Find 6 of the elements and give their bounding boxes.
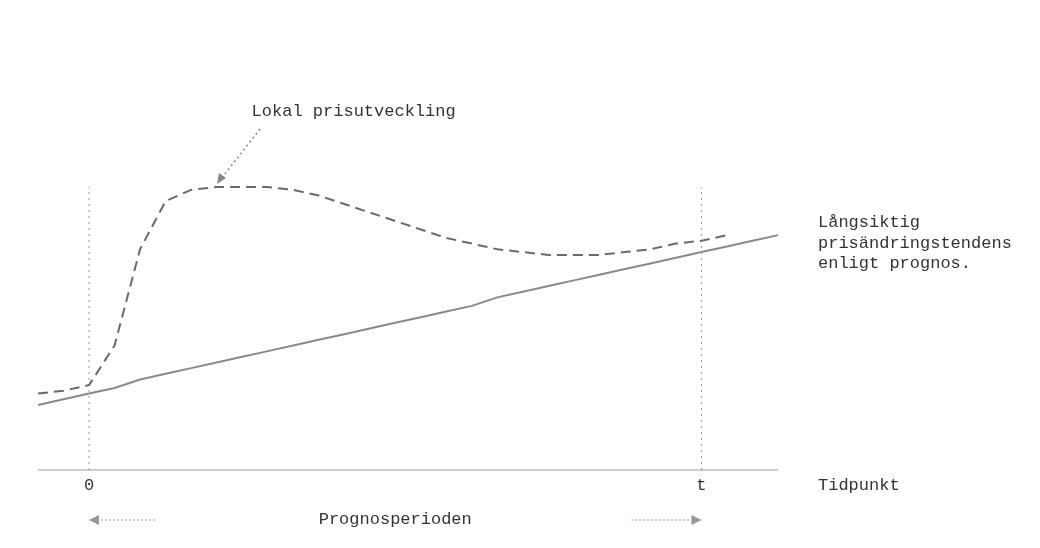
text: Långsiktig prisändringstendens enligt prognos. [818,213,1013,275]
text: Prognosperioden [317,510,473,529]
text: Lokal prisutveckling [251,102,456,121]
x-axis-title: Tidpunkt [818,476,900,495]
x-tick-label: 0 [83,476,95,496]
x-tick-label: t [696,476,707,496]
